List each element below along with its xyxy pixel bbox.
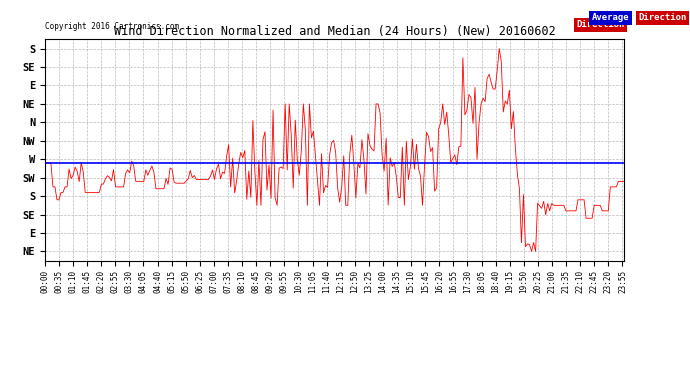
Text: Average: Average	[586, 20, 624, 29]
Text: Direction: Direction	[576, 20, 624, 29]
Text: Copyright 2016 Cartronics.com: Copyright 2016 Cartronics.com	[45, 21, 179, 30]
Text: Average: Average	[592, 13, 630, 22]
Title: Wind Direction Normalized and Median (24 Hours) (New) 20160602: Wind Direction Normalized and Median (24…	[114, 25, 555, 38]
Text: Direction: Direction	[638, 13, 687, 22]
